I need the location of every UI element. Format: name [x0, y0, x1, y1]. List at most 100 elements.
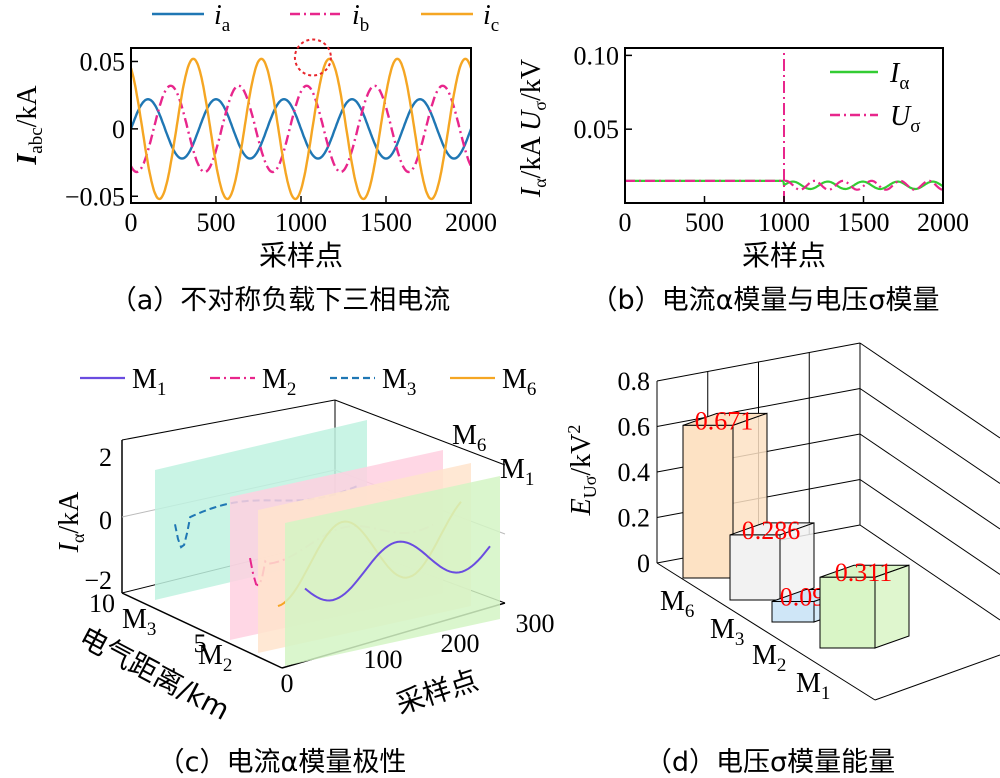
category-label-M2: M2 [752, 640, 786, 676]
ylabel-b-U-unit: /kV [516, 59, 547, 101]
category-label-M3-base: M [710, 614, 735, 645]
x-tick-label-a: 1500 [360, 208, 412, 237]
floor-edge-right-d [874, 654, 1000, 701]
z-tick-label-c: 2 [99, 443, 112, 472]
ylabel-a-main: I [12, 153, 43, 166]
xlabel-b: 采样点 [742, 239, 826, 272]
x-tick-label-a: 1000 [275, 208, 327, 237]
legend-label-M3-base: M [382, 364, 407, 395]
y-tick-label-a: 0.05 [80, 47, 126, 76]
zlabel-c: Iα/kA [54, 491, 88, 554]
series-label-M6-sub: 6 [477, 435, 487, 456]
series-group-b [625, 48, 943, 203]
ylabel-b-I: I [516, 186, 547, 198]
legend-label-ib-sub: b [360, 15, 370, 36]
series-line-ia [131, 97, 471, 160]
z-tick-label-d: 0.8 [618, 367, 651, 396]
plane-M1 [285, 476, 500, 666]
series-group-a [131, 57, 471, 201]
legend-label-M6: M6 [502, 364, 536, 400]
xlabel-a: 采样点 [259, 239, 343, 272]
ylabel-b-I-sub: α [530, 178, 550, 188]
highlight-circle [293, 38, 332, 77]
x-tick-label-b: 1500 [838, 208, 890, 237]
ylabel-b-I-unit: /kA [516, 131, 547, 178]
legend-label-M2: M2 [262, 364, 296, 400]
category-label-M6: M6 [660, 586, 694, 622]
legend-label-M3-sub: 3 [407, 379, 417, 400]
category-label-M3-sub: 3 [735, 629, 745, 650]
y-tick-label-b: 0.05 [574, 115, 620, 144]
series-label-M2-sub: 2 [223, 655, 233, 676]
z-tick-label-d: 0 [637, 549, 650, 578]
z-tick-label-c: −2 [84, 566, 112, 595]
legend-c: M1 M2 M3 M6 [80, 364, 536, 400]
legend-label-Ialpha-base: I [889, 58, 901, 89]
legend-label-M2-base: M [262, 364, 287, 395]
legend-label-M3: M3 [382, 364, 416, 400]
category-label-M1: M1 [796, 668, 830, 704]
legend-label-M6-sub: 6 [527, 379, 537, 400]
legend-label-Usigma-sub: σ [910, 116, 920, 137]
ylabel-b-U-sub: σ [530, 101, 550, 111]
ticks-b: 0 500 1000 1500 2000 0.10 0.05 [574, 41, 970, 237]
distance-tick-label-c: 10 [89, 589, 115, 618]
legend-label-ic-base: i [483, 0, 491, 31]
distance-tick-label-c: 5 [194, 629, 207, 658]
bar-M3 [729, 534, 781, 601]
grid-line-side-d [859, 388, 1000, 484]
ylabel-b-U: U [516, 109, 547, 131]
floor-edge-d [656, 562, 876, 701]
ticks-d: 0 0.2 0.4 0.6 0.8 [618, 367, 651, 578]
x-tick-label-a: 500 [197, 208, 236, 237]
legend-label-ia-base: i [214, 0, 222, 31]
x-tick-label-b: 500 [685, 208, 724, 237]
grid-line-side-d [859, 433, 1000, 530]
caption-b: （b）电流α模量与电压σ模量 [590, 285, 939, 316]
bar-value-label-M1: 0.311 [835, 558, 893, 587]
series-label-M3-sub: 3 [147, 619, 157, 640]
category-label-M2-base: M [752, 640, 777, 671]
series-label-M1-sub: 1 [525, 469, 535, 490]
series-label-M3-base: M [122, 604, 147, 635]
series-label-M2-base: M [198, 640, 223, 671]
z-tick-label-d: 0.4 [618, 458, 651, 487]
caption-d: （d）电压σ模量能量 [645, 747, 895, 778]
category-label-M6-base: M [660, 586, 685, 617]
z-tick-label-c: 0 [99, 506, 112, 535]
series-label-M6: M6 [452, 420, 486, 456]
x-tick-label-c: 200 [441, 629, 480, 658]
legend-label-ia: ia [214, 0, 231, 36]
x-tick-label-a: 2000 [445, 208, 497, 237]
series-label-M6-base: M [452, 420, 477, 451]
legend-label-Ialpha-sub: α [899, 73, 909, 94]
category-label-M2-sub: 2 [777, 655, 787, 676]
grid-line-side-d [859, 342, 1000, 439]
category-label-M1-base: M [796, 668, 821, 699]
series-label-M2: M2 [198, 640, 232, 676]
legend-label-ib-base: i [352, 0, 360, 31]
z-tick-label-d: 0.6 [618, 413, 651, 442]
legend-label-M1: M1 [132, 364, 166, 400]
bar-value-label-M3: 0.286 [742, 516, 801, 545]
series-line-ic [131, 57, 471, 201]
legend-label-M2-sub: 2 [287, 379, 297, 400]
legend-label-ib: ib [352, 0, 369, 36]
x-tick-label-c: 0 [281, 669, 294, 698]
bar-M2 [771, 601, 815, 623]
legend-label-M6-base: M [502, 364, 527, 395]
ylabel-a: Iabc/kA [12, 85, 47, 166]
x-tick-label-c: 100 [364, 645, 403, 674]
ylabel-b: Iα/kA Uσ/kV [516, 59, 550, 198]
y-tick-label-a: 0 [112, 115, 125, 144]
grid-line-side-d [859, 524, 1000, 621]
